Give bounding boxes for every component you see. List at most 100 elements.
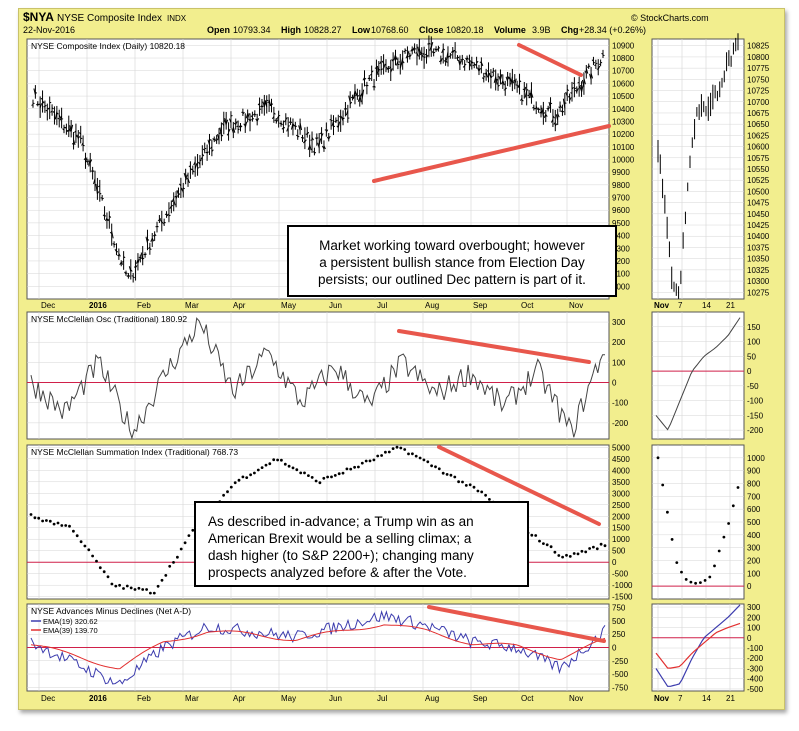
y-tick-label: 200 [747, 613, 761, 622]
price-bar-close [123, 256, 126, 259]
y-tick-label: 10550 [747, 165, 770, 174]
x-tick-label: Sep [473, 301, 488, 310]
price-bar-close [462, 58, 465, 61]
summation-point [576, 552, 580, 556]
series-line-mcclellan-osc-zoom [655, 317, 741, 431]
price-bar [565, 84, 570, 102]
price-bar-close [70, 124, 74, 132]
price-bar-open [250, 115, 253, 118]
price-bar [276, 110, 281, 128]
summation-point [141, 588, 145, 591]
summation-point [670, 538, 674, 541]
price-bar [181, 182, 186, 198]
annotation-line: a persistent bullish stance from Electio… [319, 255, 585, 270]
price-bar-close [576, 88, 579, 92]
summation-point [41, 519, 44, 523]
summation-point [411, 452, 414, 456]
price-bar [601, 49, 605, 59]
price-bar-open [281, 127, 284, 130]
summation-point [129, 586, 133, 590]
price-bar-close [58, 114, 62, 119]
price-bar-open [469, 60, 473, 64]
summation-point [95, 559, 98, 563]
price-bar [90, 166, 95, 180]
price-bar-open [553, 122, 556, 125]
price-bar [419, 47, 424, 61]
y-tick-label: 10900 [612, 41, 635, 50]
price-bar [305, 126, 310, 138]
price-bar-open [243, 123, 246, 127]
price-bar [334, 117, 338, 123]
y-tick-label: 1000 [612, 535, 630, 544]
price-bar-close [247, 113, 250, 120]
summation-point [699, 581, 702, 584]
summation-point [56, 521, 60, 525]
panel-title-osc: NYSE McClellan Osc (Traditional) 180.92 [31, 314, 187, 324]
y-tick-label: 3000 [612, 489, 630, 498]
price-bar-open [257, 103, 260, 106]
price-bar-close [330, 119, 333, 122]
y-tick-label: 700 [747, 492, 761, 501]
price-bar-close [337, 121, 341, 128]
price-bar [283, 113, 288, 126]
price-bar [374, 59, 379, 81]
price-bar-close [151, 237, 155, 242]
price-bar [100, 195, 104, 201]
summation-point [322, 476, 326, 480]
x-tick-label: 21 [726, 694, 735, 703]
y-tick-label: 300 [747, 544, 761, 553]
price-bar [271, 106, 276, 123]
price-bar-open [539, 111, 542, 114]
summation-point [179, 547, 183, 551]
price-bar [352, 84, 357, 105]
volume-label: Volume [494, 25, 526, 35]
price-bar [88, 152, 93, 173]
x-tick-label: Oct [521, 694, 534, 703]
price-bar-open [317, 142, 320, 149]
price-bar [209, 139, 214, 157]
price-bar-close [485, 71, 489, 78]
price-bar [33, 85, 38, 99]
price-bar-close [206, 151, 209, 154]
price-bar-close [147, 238, 150, 241]
price-bar-close [583, 78, 586, 85]
price-bar-close [194, 163, 198, 169]
price-bar-open [541, 107, 544, 117]
summation-point [176, 555, 179, 559]
y-tick-label: 400 [747, 531, 761, 540]
y-tick-label: 9400 [612, 232, 630, 241]
price-bar-close [383, 64, 386, 69]
price-bar [150, 232, 155, 247]
x-tick-label: Aug [425, 694, 439, 703]
price-bar [486, 62, 491, 83]
price-bar [424, 49, 429, 64]
price-bar [138, 254, 143, 263]
price-bar [336, 114, 341, 132]
price-bar-close [311, 137, 314, 141]
price-bar-close [171, 204, 174, 207]
price-bar [140, 246, 145, 266]
summation-point [172, 561, 175, 564]
ticker-symbol: $NYA [23, 10, 54, 24]
price-bar-close [480, 62, 484, 67]
price-bar [107, 211, 112, 229]
price-bar-open [584, 70, 587, 74]
price-bar-open [343, 108, 346, 110]
price-bar-close [211, 149, 214, 152]
price-bar [448, 52, 452, 59]
x-tick-label: Apr [233, 301, 246, 310]
annotation-line: dash higher (to S&P 2200+); changing man… [208, 548, 474, 563]
summation-point [437, 467, 441, 471]
summation-point [37, 516, 41, 520]
y-tick-label: 0 [747, 634, 752, 643]
price-bar-open [95, 183, 98, 194]
price-bar-open [267, 101, 270, 103]
price-bar [500, 74, 505, 89]
x-tick-label: Nov [654, 694, 670, 703]
price-bar-close [426, 54, 429, 58]
price-bar-open [431, 51, 435, 54]
price-bar-close [120, 261, 124, 265]
y-tick-label: 10475 [747, 199, 770, 208]
price-bar [589, 66, 594, 85]
price-bar-close [213, 138, 217, 141]
